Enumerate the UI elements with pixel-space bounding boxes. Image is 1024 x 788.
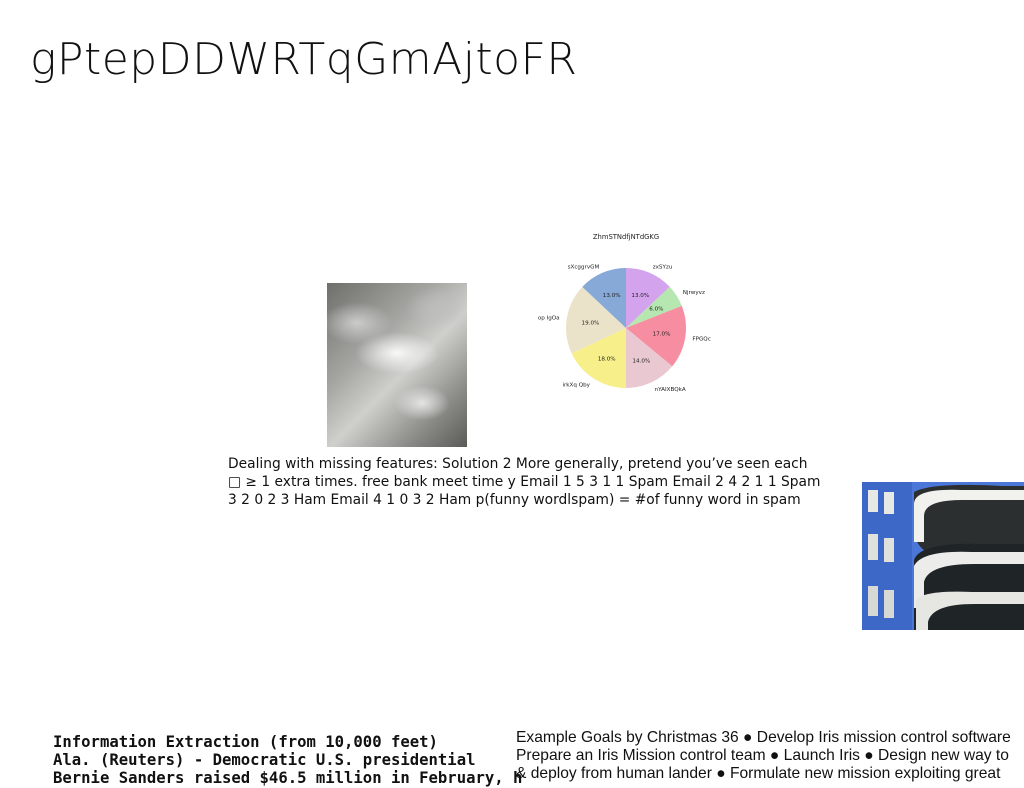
pie-slice [626,328,673,388]
body-paragraph: Dealing with missing features: Solution … [228,455,828,509]
text-line: Bernie Sanders raised $46.5 million in F… [53,769,523,787]
text-line: Information Extraction (from 10,000 feet… [53,733,438,751]
pie-category-label: nYAIXBQkA [655,387,686,393]
pie-slice [626,305,686,367]
text-line: Example Goals by Christmas 36 ● Develop … [516,729,1011,746]
pie-category-label: irkXq Qby [562,383,590,389]
pie-category-label: zxSYzu [653,264,673,270]
pie-chart: ZhmSTNdfjNTdGKG 13.0% 6.0% 17.0% 14.0% 18.0%… [533,228,723,414]
info-extraction-text: Information Extraction (from 10,000 feet… [53,733,523,787]
pie-slice [566,286,626,354]
goals-text: Example Goals by Christmas 36 ● Develop … [516,729,1024,783]
page-title: gPtepDDWRTqGmAjtoFR [30,34,578,85]
pie-category-label: FPGQc [692,337,710,343]
paragraph-line: Dealing with missing features: Solution … [228,456,808,472]
text-line: Prepare an Iris Mission control team ● L… [516,747,1009,764]
pie-category-label: Njrwyvz [683,290,705,296]
paragraph-line: 3 2 0 2 3 Ham Email 4 1 0 3 2 Ham p(funn… [228,492,801,508]
pie-percent-label: 13.0% [631,293,649,299]
paragraph-line: □ ≥ 1 extra times. free bank meet time y… [228,474,821,490]
pie-slice [626,286,682,328]
pie-percent-label: 6.0% [649,307,663,313]
chart-title: ZhmSTNdfjNTdGKG [593,233,659,241]
pie-slice [571,328,626,388]
building-photo [862,482,1024,630]
text-line: & deploy from human lander ● Formulate n… [516,765,1001,782]
pie-chart-svg: ZhmSTNdfjNTdGKG 13.0% 6.0% 17.0% 14.0% 18.0%… [538,233,711,393]
pie-slice [626,268,670,328]
pie-category-label: op IgOa [538,315,560,321]
pie-category-label: sXcggrvGM [568,264,600,270]
pie-percent-label: 17.0% [653,332,671,338]
text-line: Ala. (Reuters) - Democratic U.S. preside… [53,751,476,769]
cloud-photo [327,283,467,447]
pie-percent-label: 14.0% [632,359,650,365]
building-illustration [862,482,1024,630]
pie-percent-label: 19.0% [582,320,600,326]
pie-slice [582,268,626,328]
pie-percent-label: 18.0% [598,356,616,362]
pie-percent-label: 13.0% [603,293,621,299]
